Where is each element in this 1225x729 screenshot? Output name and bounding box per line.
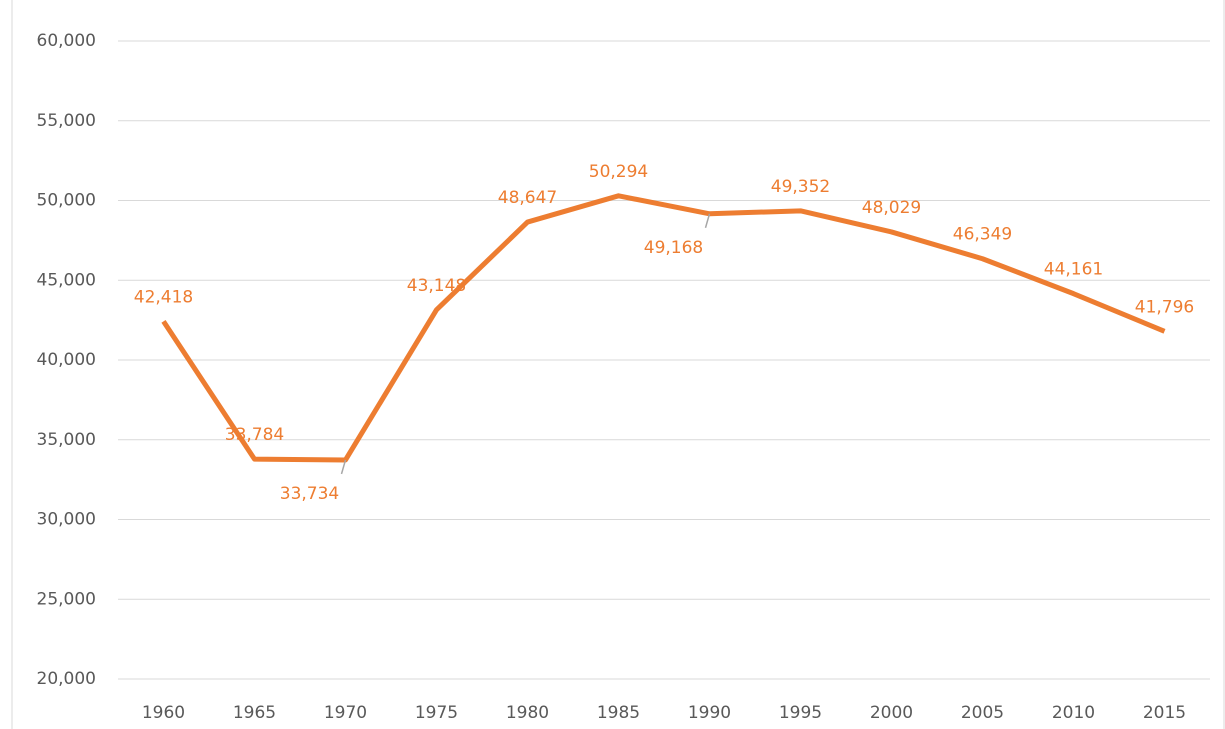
data-label: 46,349: [953, 225, 1012, 245]
chart-frame: [11, 0, 1225, 729]
x-tick-label: 1980: [506, 703, 549, 723]
y-tick-label: 20,000: [37, 669, 96, 689]
x-tick-label: 2010: [1052, 703, 1095, 723]
data-label: 42,418: [134, 287, 193, 307]
data-label: 50,294: [589, 162, 648, 182]
leader-line: [340, 459, 347, 475]
x-tick-label: 1995: [779, 703, 822, 723]
x-tick-label: 1970: [324, 703, 367, 723]
data-label: 41,796: [1135, 297, 1194, 317]
x-tick-label: 1990: [688, 703, 731, 723]
x-tick-label: 2005: [961, 703, 1004, 723]
data-label: 49,168: [644, 238, 703, 258]
x-tick-label: 1975: [415, 703, 458, 723]
x-tick-label: 2015: [1143, 703, 1186, 723]
x-tick-label: 1965: [233, 703, 276, 723]
data-label: 44,161: [1044, 260, 1103, 280]
data-label: 33,784: [225, 425, 284, 445]
x-tick-label: 2000: [870, 703, 913, 723]
y-tick-label: 60,000: [37, 31, 96, 51]
x-tick-label: 1985: [597, 703, 640, 723]
y-tick-label: 55,000: [37, 111, 96, 131]
data-label: 33,734: [280, 484, 339, 504]
data-label: 48,029: [862, 198, 921, 218]
data-label: 43,148: [407, 276, 466, 296]
x-tick-label: 1960: [142, 703, 185, 723]
y-tick-label: 50,000: [37, 191, 96, 211]
data-label: 48,647: [498, 188, 557, 208]
y-tick-label: 25,000: [37, 589, 96, 609]
leader-line: [704, 213, 711, 228]
line-series: [161, 193, 1166, 463]
y-tick-label: 35,000: [37, 430, 96, 450]
y-tick-label: 40,000: [37, 350, 96, 370]
y-tick-label: 45,000: [37, 270, 96, 290]
y-tick-label: 30,000: [37, 510, 96, 530]
data-label: 49,352: [771, 177, 830, 197]
